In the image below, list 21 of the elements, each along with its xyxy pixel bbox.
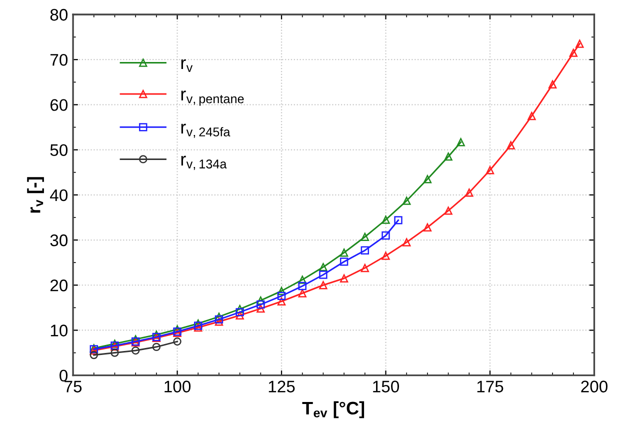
y-tick-label: 40: [50, 189, 68, 202]
y-tick-label: 20: [50, 280, 68, 292]
x-tick-label: 175: [477, 380, 504, 392]
legend-label: r$_{v}$: [181, 59, 193, 72]
legend-label: r$_{v,pentane}$: [181, 90, 244, 106]
y-tick-label: 10: [50, 324, 68, 336]
legend-label: r$_{v,134a}$: [181, 156, 227, 170]
y-tick-label: 70: [50, 54, 68, 66]
x-tick-label: 150: [373, 380, 400, 392]
x-tick-label: 75: [64, 380, 82, 392]
y-axis-title: r$_{v}$ [-]: [27, 177, 44, 213]
y-tick-label: 50: [50, 144, 68, 156]
legend-label: r$_{v,245fa}$: [181, 124, 230, 138]
x-tick-label: 125: [268, 380, 295, 392]
y-tick-label: 0: [60, 370, 68, 382]
y-tick-label: 30: [50, 234, 68, 246]
x-tick-label: 200: [581, 380, 608, 392]
x-tick-label: 100: [164, 380, 191, 392]
y-tick-label: 80: [50, 8, 68, 21]
y-tick-label: 60: [50, 99, 68, 111]
x-axis-title: T$_{ev}$ [°C]: [302, 401, 364, 418]
